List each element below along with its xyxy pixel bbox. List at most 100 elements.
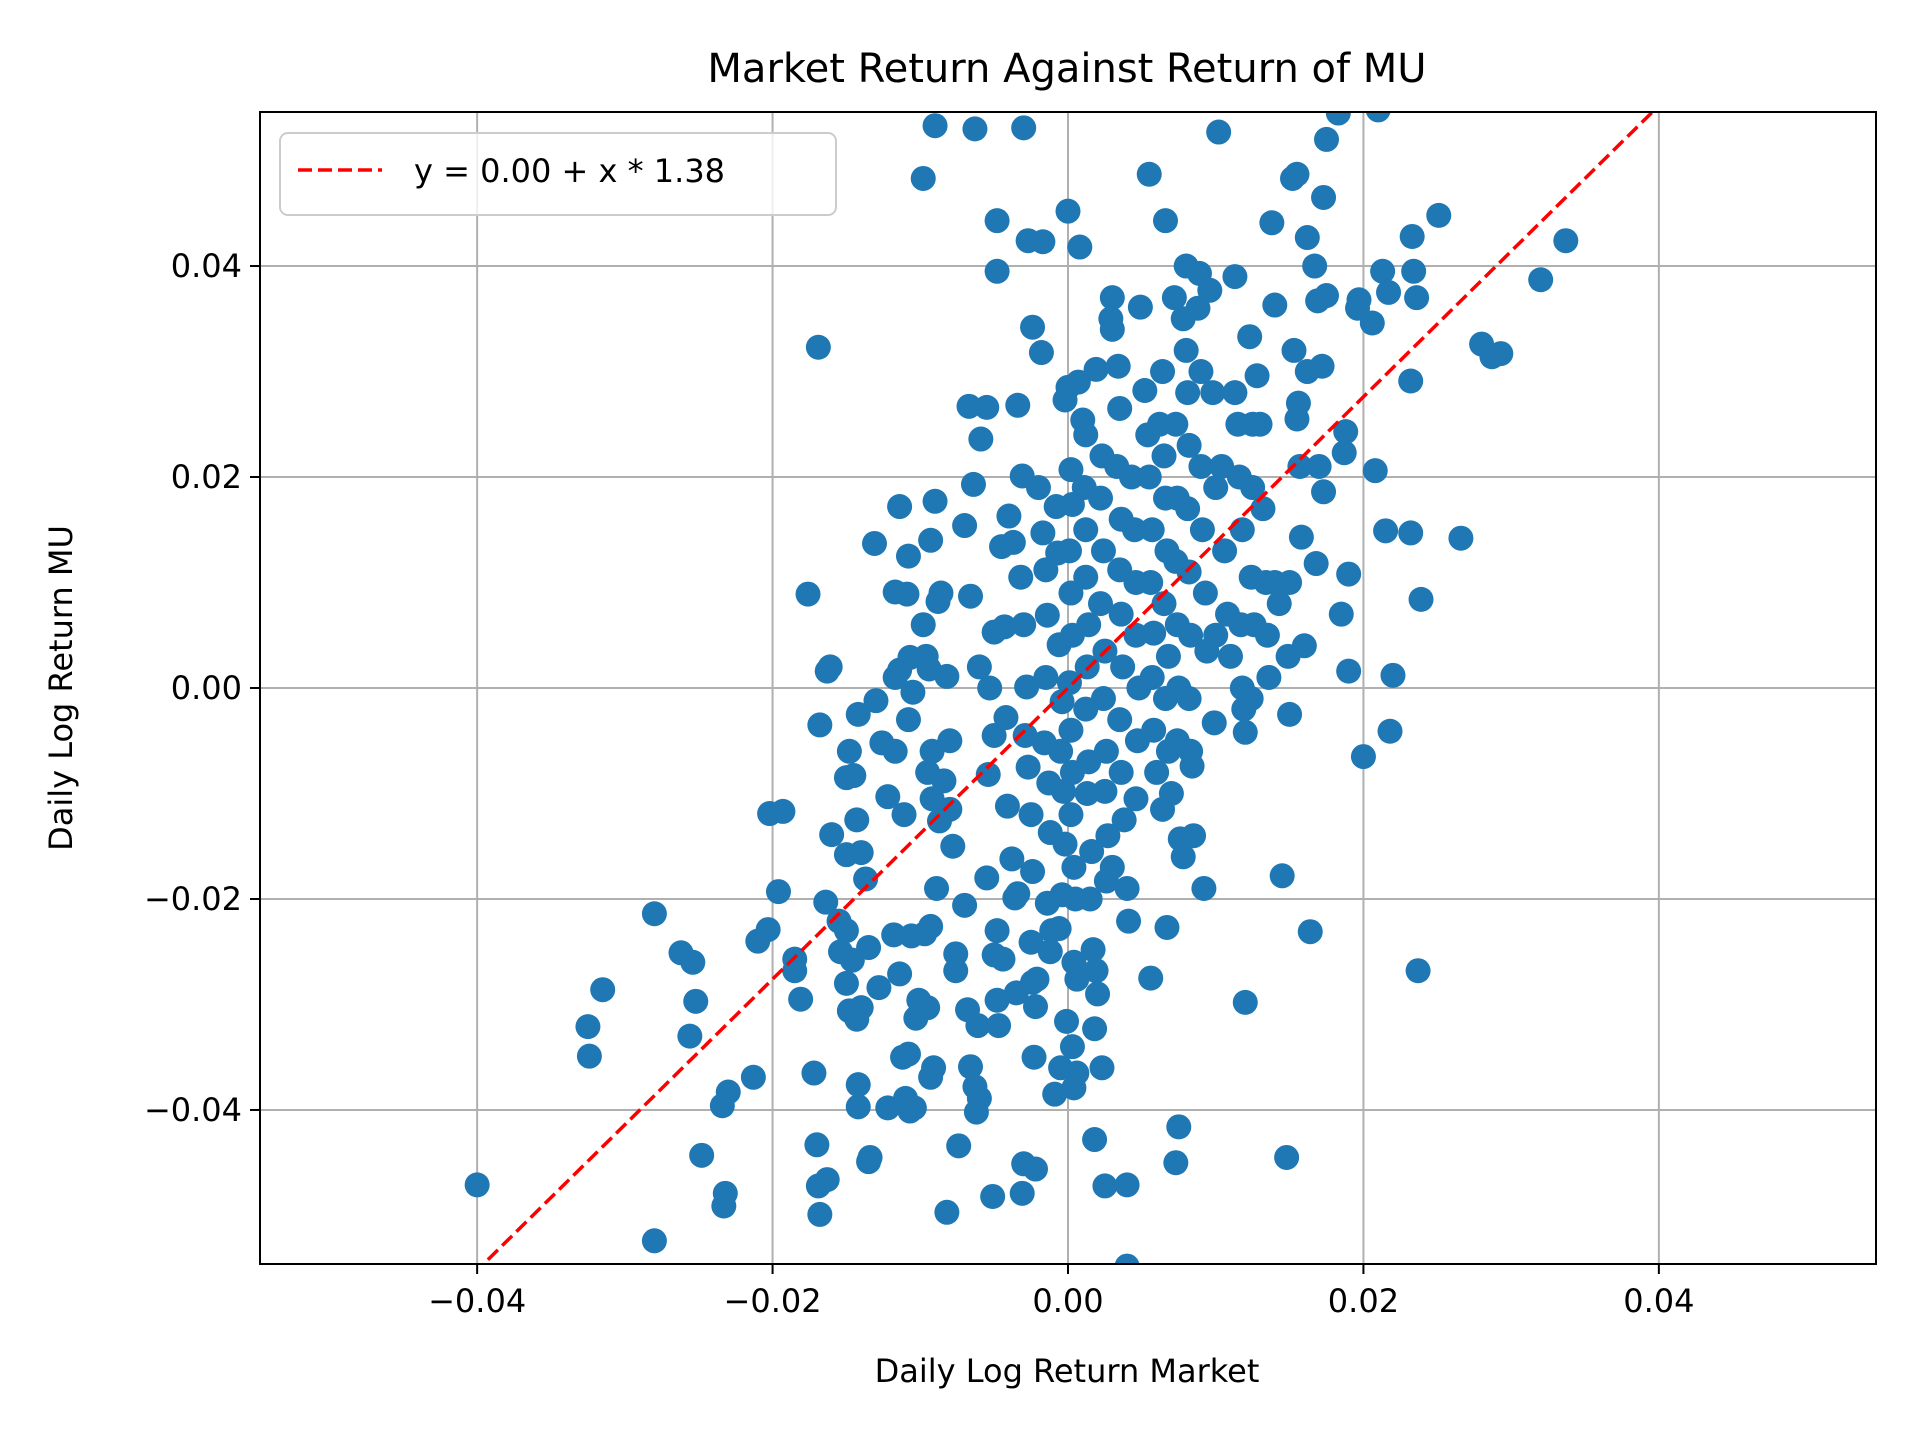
- data-point: [1201, 710, 1227, 736]
- data-point: [1398, 368, 1424, 394]
- data-point: [680, 949, 706, 975]
- data-point: [1082, 1127, 1108, 1153]
- data-point: [1067, 234, 1093, 260]
- data-point: [1203, 622, 1229, 648]
- data-point: [977, 675, 1003, 701]
- data-point: [814, 1167, 840, 1193]
- data-point: [1011, 115, 1037, 141]
- data-point: [845, 701, 871, 727]
- data-point: [1277, 701, 1303, 727]
- data-point: [1528, 267, 1554, 293]
- data-point: [1015, 754, 1041, 780]
- data-point: [1092, 778, 1118, 804]
- data-point: [755, 917, 781, 943]
- data-point: [958, 1054, 984, 1080]
- x-tick-label: 0.02: [1328, 1282, 1399, 1320]
- data-point: [1034, 602, 1060, 628]
- data-point: [1259, 210, 1285, 236]
- data-point: [807, 1201, 833, 1227]
- data-point: [1073, 564, 1099, 590]
- data-point: [996, 503, 1022, 529]
- data-point: [1373, 518, 1399, 544]
- data-point: [1309, 353, 1335, 379]
- data-point: [1151, 443, 1177, 469]
- data-point: [1181, 823, 1207, 849]
- data-point: [861, 530, 887, 556]
- data-point: [1087, 485, 1113, 511]
- data-point: [770, 798, 796, 824]
- data-point: [1012, 722, 1038, 748]
- data-point: [960, 471, 986, 497]
- data-point: [952, 513, 978, 539]
- data-point: [1203, 475, 1229, 501]
- data-point: [1158, 780, 1184, 806]
- data-point: [895, 1041, 921, 1067]
- data-point: [1303, 551, 1329, 577]
- data-point: [1408, 586, 1434, 612]
- data-point: [1426, 202, 1452, 228]
- data-point: [740, 1064, 766, 1090]
- data-point: [1105, 353, 1131, 379]
- data-point: [1188, 453, 1214, 479]
- data-point: [999, 846, 1025, 872]
- data-point: [833, 765, 859, 791]
- data-point: [934, 663, 960, 689]
- data-point: [677, 1023, 703, 1049]
- data-point: [1051, 778, 1077, 804]
- data-point: [1018, 802, 1044, 828]
- data-point: [1020, 314, 1046, 340]
- data-point: [1176, 559, 1202, 585]
- data-point: [1154, 914, 1180, 940]
- data-point: [1083, 356, 1109, 382]
- data-point: [1099, 316, 1125, 342]
- data-point: [1114, 1172, 1140, 1198]
- data-point: [1185, 295, 1211, 321]
- data-point: [981, 722, 1007, 748]
- data-point: [1247, 411, 1273, 437]
- x-tick-label: 0.04: [1623, 1282, 1694, 1320]
- data-point: [1161, 285, 1187, 311]
- data-point: [1138, 570, 1164, 596]
- data-point: [1376, 279, 1402, 305]
- data-point: [1064, 966, 1090, 992]
- data-point: [788, 986, 814, 1012]
- data-point: [966, 654, 992, 680]
- data-point: [1110, 654, 1136, 680]
- data-point: [928, 580, 954, 606]
- data-point: [1331, 440, 1357, 466]
- data-point: [1269, 863, 1295, 889]
- data-point: [1200, 380, 1226, 406]
- data-point: [848, 840, 874, 866]
- regression-line: [481, 112, 1655, 1264]
- data-point: [943, 958, 969, 984]
- data-point: [1448, 525, 1474, 551]
- data-point: [1398, 520, 1424, 546]
- data-point: [1287, 453, 1313, 479]
- data-point: [807, 712, 833, 738]
- data-point: [1058, 717, 1084, 743]
- data-point: [1023, 994, 1049, 1020]
- data-point: [924, 875, 950, 901]
- scatter-points: [464, 112, 1579, 1264]
- data-point: [910, 165, 936, 191]
- data-point: [1237, 324, 1263, 350]
- data-point: [922, 113, 948, 139]
- data-point: [1365, 112, 1391, 123]
- data-point: [956, 393, 982, 419]
- legend-box: [279, 132, 837, 216]
- data-point: [1116, 908, 1142, 934]
- data-point: [1127, 294, 1153, 320]
- data-point: [1144, 759, 1170, 785]
- data-point: [918, 527, 944, 553]
- data-point: [966, 1085, 992, 1111]
- data-point: [1333, 419, 1359, 445]
- data-point: [1163, 1150, 1189, 1176]
- data-point: [1401, 258, 1427, 284]
- data-point: [1370, 258, 1396, 284]
- data-point: [1288, 524, 1314, 550]
- data-point: [1250, 496, 1276, 522]
- data-point: [464, 1172, 490, 1198]
- data-point: [922, 488, 948, 514]
- data-point: [1336, 561, 1362, 587]
